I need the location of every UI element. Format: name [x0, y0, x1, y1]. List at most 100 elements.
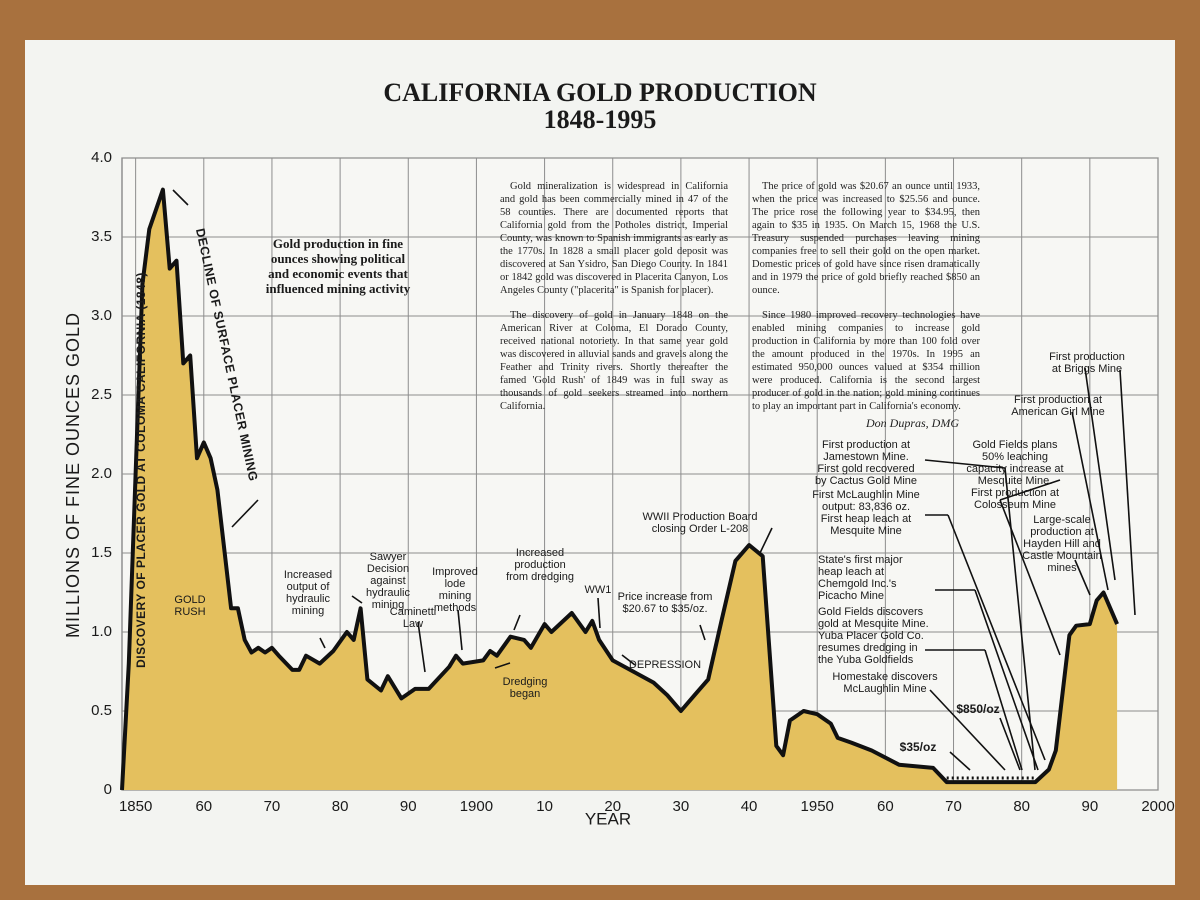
annotation: $20.67 to $35/oz. — [622, 603, 707, 615]
annotation: lode — [445, 578, 466, 590]
annotation: capacity increase at — [966, 463, 1063, 475]
annotation: Colosseum Mine — [974, 499, 1056, 511]
annotation: WWII Production Board — [643, 511, 758, 523]
annotation: from dredging — [506, 571, 574, 583]
leader-line — [231, 499, 259, 528]
leader-line — [999, 479, 1061, 501]
x-tick-label: 70 — [264, 798, 281, 815]
annotation: output: 83,836 oz. — [822, 501, 910, 513]
leader-line — [699, 624, 706, 641]
leader-line — [319, 637, 326, 649]
annotation: Caminetti — [390, 606, 436, 618]
y-tick-label: 0 — [104, 781, 112, 798]
annotation: Decision — [367, 563, 409, 575]
leader-line — [457, 609, 463, 651]
chart-title: CALIFORNIA GOLD PRODUCTION — [383, 78, 817, 107]
leader-line — [949, 751, 971, 771]
leader-line — [1071, 411, 1109, 591]
leader-line — [999, 717, 1021, 771]
annotation: Sawyer — [370, 551, 407, 563]
y-tick-label: 1.5 — [91, 544, 112, 561]
annotation: production at — [1030, 526, 1094, 538]
annotation: began — [510, 688, 541, 700]
leader-line — [999, 499, 1061, 656]
annotation: resumes dredging in — [818, 642, 918, 654]
text-column: The price of gold was $20.67 an ounce un… — [752, 180, 980, 425]
annotation: hydraulic — [366, 587, 411, 599]
leader-line — [947, 514, 1046, 761]
leader-line — [974, 589, 1039, 771]
leader-line — [924, 459, 1006, 469]
chart-subtitle: 1848-1995 — [544, 105, 657, 134]
annotation: methods — [434, 602, 477, 614]
annotation: closing Order L-208 — [652, 523, 749, 535]
annotation: State's first major — [818, 554, 903, 566]
annotation: $850/oz — [956, 702, 999, 716]
x-axis-label: YEAR — [585, 809, 631, 828]
annotation: at Briggs Mine — [1052, 363, 1122, 375]
annotation: Increased — [516, 547, 564, 559]
leader-line — [494, 662, 511, 669]
vertical-note: DISCOVERY OF PLACER GOLD AT COLOMA CALIF… — [134, 272, 148, 668]
annotation: Jamestown Mine. — [823, 451, 909, 463]
paragraph: Gold mineralization is widespread in Cal… — [500, 181, 728, 296]
annotation: mining — [372, 599, 404, 611]
y-tick-label: 3.0 — [91, 307, 112, 324]
annotation: Homestake discovers — [832, 671, 938, 683]
leader-line — [1084, 367, 1116, 581]
annotation: First production — [1049, 351, 1125, 363]
annotation: First gold recovered — [817, 463, 914, 475]
x-tick-label: 60 — [195, 798, 212, 815]
x-tick-label: 1850 — [119, 798, 152, 815]
x-tick-label: 30 — [673, 798, 690, 815]
leader-line — [417, 621, 426, 673]
annotation: WW1 — [585, 584, 612, 596]
signature: Don Dupras, DMG — [866, 416, 959, 430]
annotation: First production at — [1014, 394, 1102, 406]
annotation: First production at — [822, 439, 910, 451]
annotation: Improved — [432, 566, 478, 578]
annotation: the Yuba Goldfields — [818, 654, 914, 666]
x-tick-label: 80 — [332, 798, 349, 815]
annotation: McLaughlin Mine — [843, 683, 926, 695]
annotation: Gold Fields plans — [973, 439, 1058, 451]
annotation: mines — [1047, 562, 1077, 574]
x-tick-label: 90 — [1081, 798, 1098, 815]
annotation: mining — [292, 605, 324, 617]
annotation: production — [514, 559, 565, 571]
x-tick-label: 60 — [877, 798, 894, 815]
annotation: American Girl Mine — [1011, 406, 1105, 418]
paragraph: Since 1980 improved recovery technologie… — [752, 310, 980, 412]
leader-line — [759, 527, 773, 554]
x-tick-label: 90 — [400, 798, 417, 815]
x-tick-label: 1900 — [460, 798, 493, 815]
annotation: by Cactus Gold Mine — [815, 475, 917, 487]
y-tick-label: 1.0 — [91, 623, 112, 640]
annotation: Picacho Mine — [818, 590, 884, 602]
annotation: Mesquite Mine. — [978, 475, 1053, 487]
annotation: and economic events that — [268, 266, 408, 281]
annotation: gold at Mesquite Mine. — [818, 618, 929, 630]
x-tick-label: 2000 — [1141, 798, 1174, 815]
annotation: Large-scale — [1033, 514, 1090, 526]
line — [120, 187, 1119, 791]
leader-line — [1074, 559, 1091, 596]
annotation: First McLaughlin Mine — [812, 489, 920, 501]
annotation: Gold production in fine — [273, 236, 403, 251]
annotation: Price increase from — [618, 591, 713, 603]
annotation: First production at — [971, 487, 1059, 499]
leader-line — [621, 654, 636, 666]
annotation: RUSH — [174, 606, 205, 618]
leader-line — [929, 689, 1006, 771]
area — [122, 189, 1118, 791]
annotation: Yuba Placer Gold Co. — [818, 630, 924, 642]
annotation: influenced mining activity — [266, 281, 411, 296]
leader-line — [984, 649, 1023, 771]
annotation: Gold Fields discovers — [818, 606, 924, 618]
y-tick-label: 2.0 — [91, 465, 112, 482]
x-tick-label: 20 — [604, 798, 621, 815]
x-tick-label: 10 — [536, 798, 553, 815]
leader-line — [1119, 369, 1136, 616]
